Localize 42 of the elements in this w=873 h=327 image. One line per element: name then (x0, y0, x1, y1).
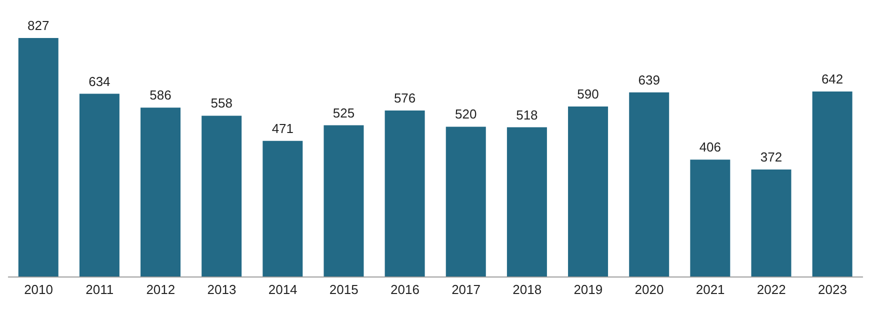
data-label: 634 (88, 74, 110, 89)
data-label: 639 (638, 72, 660, 88)
bar (18, 38, 58, 277)
data-label: 586 (150, 88, 172, 103)
data-label: 518 (516, 107, 538, 122)
data-label: 406 (699, 140, 722, 155)
bar (324, 125, 364, 277)
x-tick-label: 2011 (86, 282, 114, 298)
bar (812, 91, 852, 277)
x-tick-label: 2016 (390, 282, 420, 298)
data-label: 372 (760, 149, 782, 164)
data-label: 642 (821, 71, 844, 86)
bar (568, 106, 608, 277)
bar (79, 94, 120, 277)
x-tick-label: 2021 (696, 282, 725, 298)
data-label: 471 (272, 120, 294, 136)
data-label: 827 (28, 18, 50, 33)
bar (751, 169, 792, 277)
bar (629, 92, 670, 277)
x-tick-label: 2018 (512, 282, 542, 298)
x-tick-label: 2012 (146, 282, 176, 298)
bar (140, 108, 181, 277)
data-label: 520 (455, 106, 477, 122)
bar (384, 110, 425, 277)
x-tick-label: 2023 (818, 282, 847, 298)
x-tick-label: 2022 (756, 282, 786, 298)
x-tick-label: 2014 (268, 282, 298, 298)
x-tick-label: 2015 (329, 282, 358, 298)
bar (202, 116, 242, 277)
x-tick-label: 2010 (24, 282, 53, 298)
bar (446, 126, 486, 277)
bar (690, 160, 730, 277)
data-label: 590 (577, 86, 599, 102)
bar (262, 140, 303, 277)
data-label: 558 (210, 96, 232, 111)
x-tick-label: 2019 (574, 282, 603, 298)
data-label: 576 (394, 90, 416, 106)
x-tick-label: 2020 (634, 282, 664, 298)
x-tick-label: 2017 (452, 282, 480, 298)
x-tick-label: 2013 (207, 282, 236, 298)
data-label: 525 (332, 105, 355, 120)
bar (506, 127, 547, 277)
